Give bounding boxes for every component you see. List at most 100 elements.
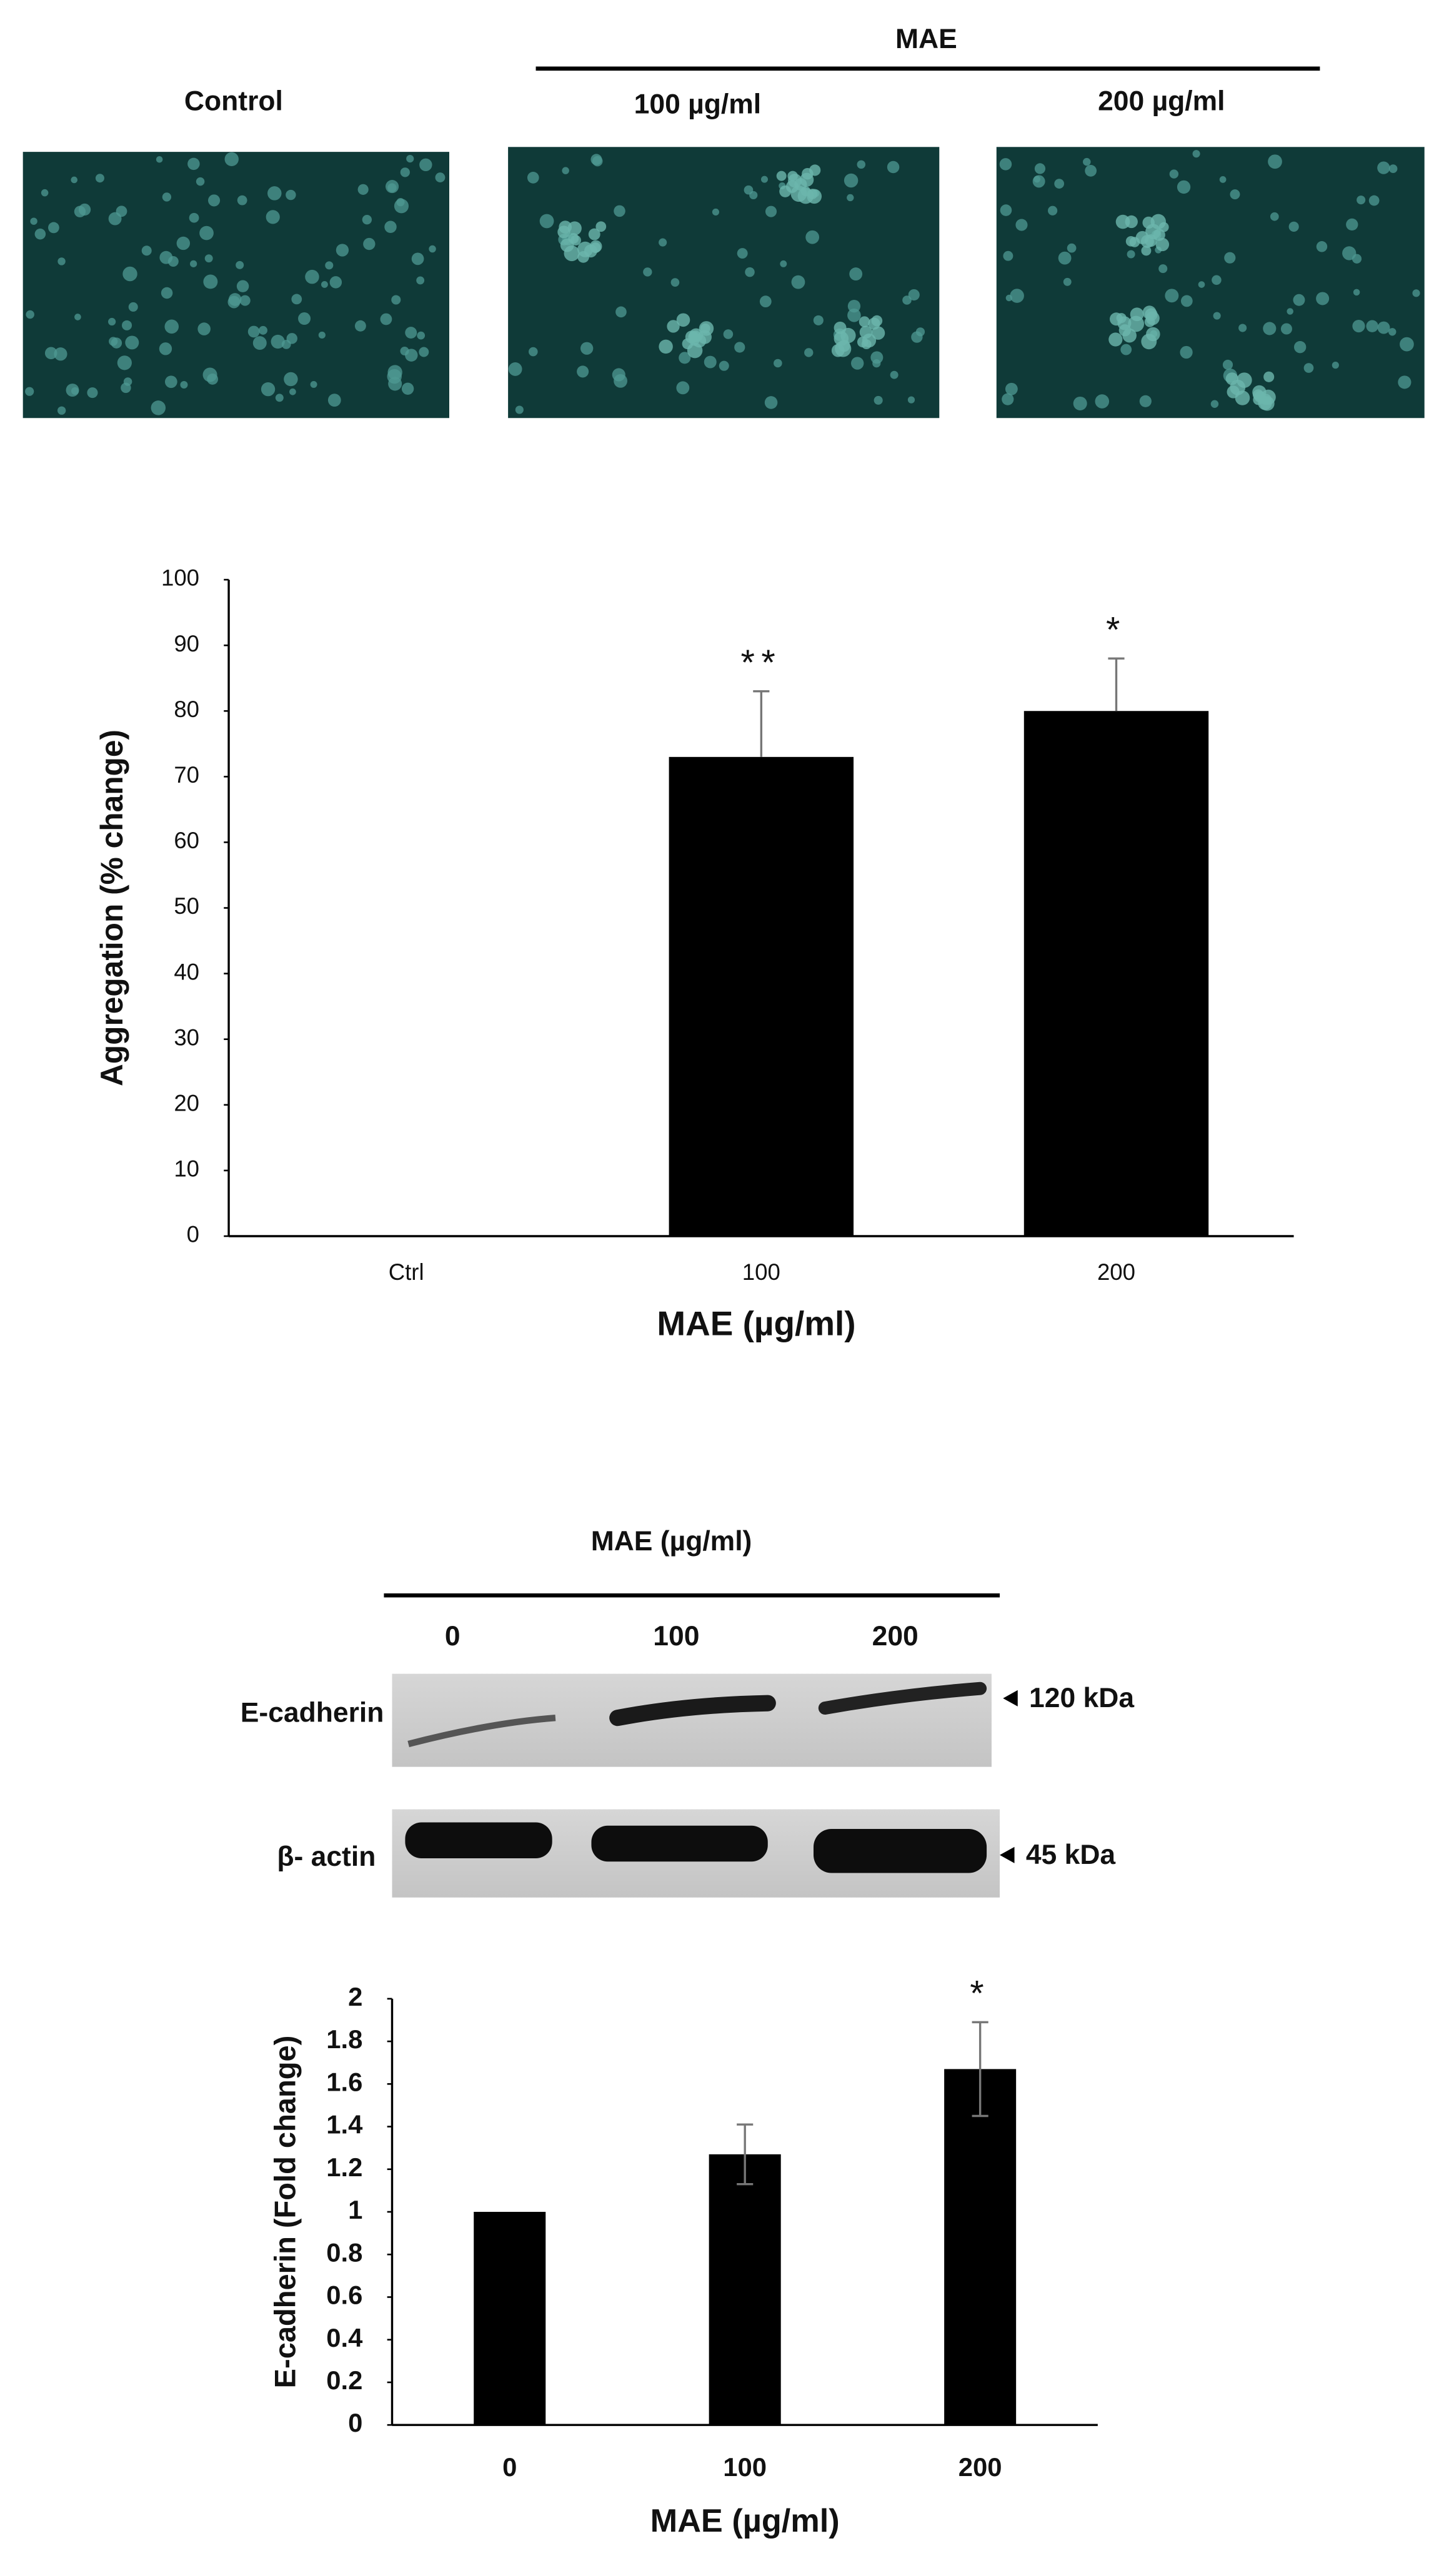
cell [400,167,410,177]
cell [1357,196,1366,205]
cell [1388,164,1398,173]
cell [659,238,667,247]
cell [396,198,405,207]
cell [1260,394,1272,405]
cell [723,329,734,339]
y-tick-label: 10 [174,1156,199,1182]
cell [734,342,745,353]
cell [1010,289,1024,303]
cell [267,186,282,201]
y-tick-label: 1.8 [326,2024,362,2054]
blot-band [818,1682,987,1715]
y-tick-label: 0 [348,2408,362,2437]
cell [224,152,239,166]
cell [679,352,691,364]
cell [890,370,899,379]
cell [847,299,861,313]
cell [759,295,772,308]
y-tick-label: 100 [161,565,199,591]
cell [416,276,425,285]
cell [539,214,554,229]
cell [1146,327,1160,342]
cell [749,191,758,200]
cell [125,335,139,350]
cell [1169,169,1179,179]
cell [227,295,241,309]
cell [1263,371,1275,382]
y-tick-label: 60 [174,828,199,853]
cell [329,276,342,289]
cell [236,280,249,292]
cell [1054,179,1065,189]
cell [354,320,366,332]
cell [48,222,59,234]
cell [859,325,873,339]
cell [764,396,778,409]
cell [1230,189,1240,200]
cell [1352,319,1365,333]
cell [180,380,188,389]
cell [1120,344,1132,355]
cell [57,406,66,415]
cell [1270,212,1279,221]
cell [1116,313,1127,324]
cell [1005,294,1013,302]
cell [1219,176,1227,183]
cell [401,382,414,395]
cell [1224,252,1236,264]
micrographs [22,147,1425,419]
cell [318,331,326,339]
cell [1377,161,1390,174]
y-tick-label: 70 [174,762,199,788]
cell [1293,294,1305,306]
cell [590,154,602,166]
x-tick-label: 0 [502,2452,517,2482]
blot-strip [392,1673,992,1767]
y-tick-label: 20 [174,1090,199,1116]
panel-label: Control [184,86,283,116]
cell [190,260,197,267]
marker-arrow [1003,1690,1018,1707]
cell [676,313,690,327]
cell [429,245,436,253]
cell [567,221,582,235]
cell [357,184,369,195]
cell [1377,321,1390,334]
cell [310,380,317,388]
panel-label: 200 µg/ml [1098,86,1225,116]
cell [74,206,86,217]
y-tick-label: 0.6 [326,2281,362,2310]
cell [1158,264,1168,274]
cell [305,269,319,284]
cell [419,347,429,357]
cell [1253,394,1264,405]
cell [1150,214,1166,230]
y-tick-label: 30 [174,1024,199,1050]
cell [564,245,580,262]
significance: * [970,1974,990,2014]
cell [122,266,137,282]
cell [417,331,426,340]
cell [1210,400,1219,408]
x-tick-label: 100 [742,1259,780,1285]
cell [1288,221,1299,232]
cell [30,217,37,225]
cell [406,155,414,163]
cell [1280,323,1292,335]
cell [66,384,79,397]
cell [580,342,594,355]
cell [1139,395,1152,407]
cell [704,355,717,369]
cell [1293,340,1307,354]
cell [857,160,866,169]
cell [1398,375,1412,389]
cell [108,212,122,225]
cell [167,256,179,267]
significance: ** [740,643,782,683]
cell [813,315,824,325]
cell [151,400,166,415]
bar [474,2212,546,2425]
cell [805,230,820,244]
cell [321,281,328,288]
